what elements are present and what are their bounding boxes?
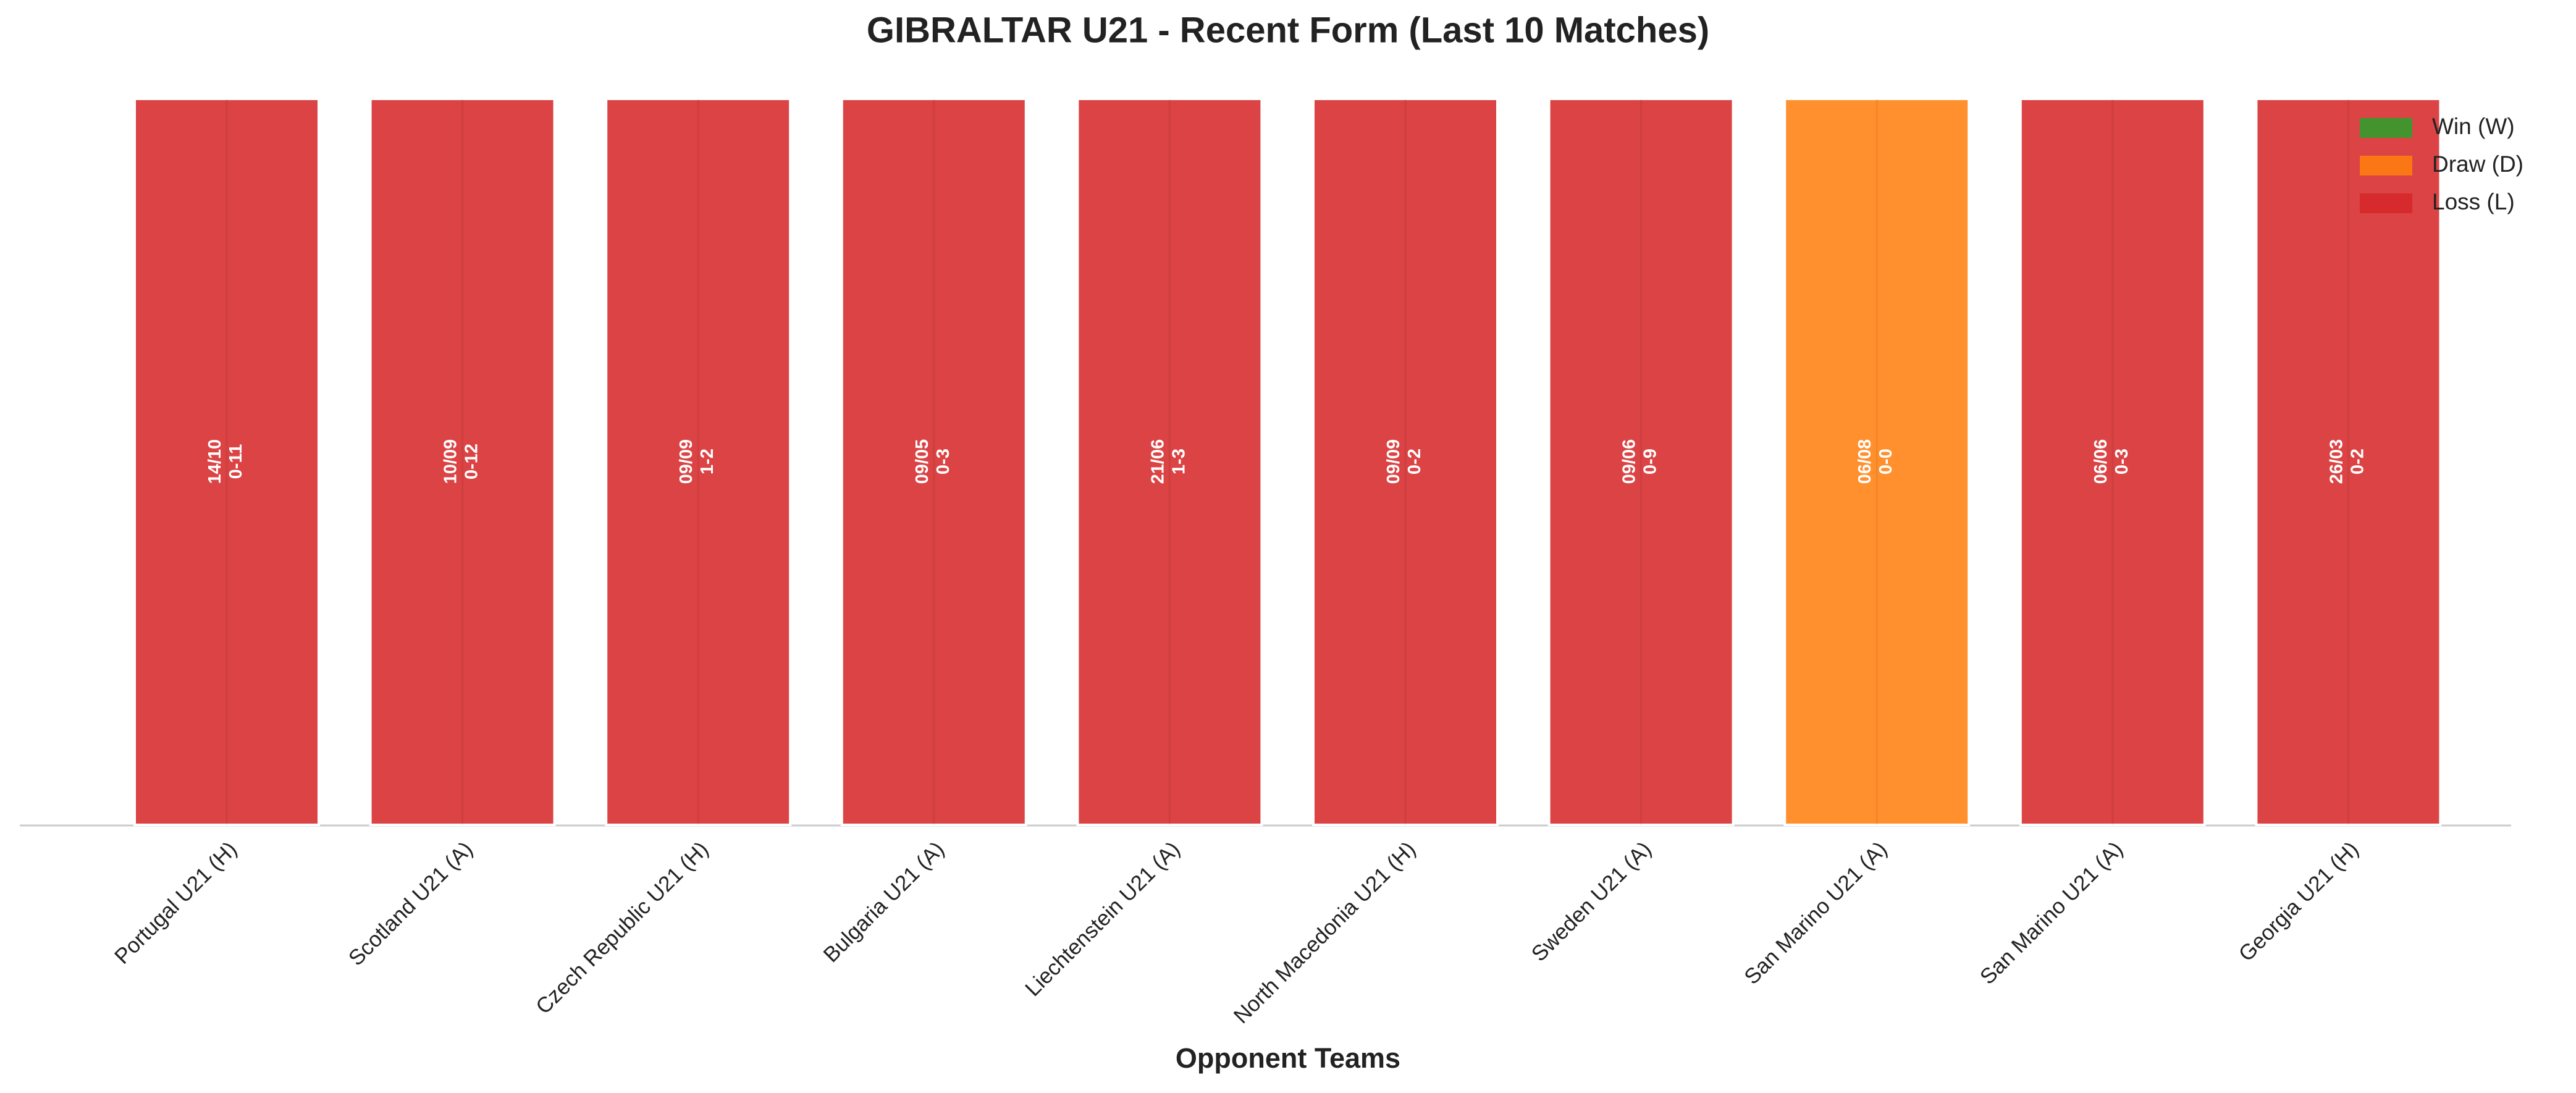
- bar-label: 14/10 0-11: [205, 439, 246, 484]
- bar: [605, 98, 792, 826]
- match-score: 1-2: [697, 449, 717, 475]
- match-score: 0-2: [1405, 449, 1425, 475]
- bar-label: 21/06 1-3: [1148, 439, 1189, 484]
- bar-label: 26/03 0-2: [2326, 439, 2367, 484]
- bar-label: 06/08 0-0: [1855, 439, 1896, 484]
- match-date: 21/06: [1148, 439, 1168, 484]
- bar-label: 09/05 0-3: [912, 439, 953, 484]
- bar-label: 09/09 0-2: [1384, 439, 1425, 484]
- bar: [1312, 98, 1499, 826]
- bar: [2255, 98, 2442, 826]
- match-score: 0-11: [226, 444, 246, 479]
- chart-title: GIBRALTAR U21 - Recent Form (Last 10 Mat…: [867, 10, 1709, 50]
- match-score: 1-3: [1169, 449, 1189, 475]
- match-score: 0-3: [933, 449, 953, 475]
- bar: [133, 98, 320, 826]
- match-score: 0-0: [1876, 449, 1896, 475]
- bar-label: 10/09 0-12: [441, 439, 482, 484]
- x-tick-label: Liechtenstein U21 (A): [1021, 837, 1185, 1002]
- match-score: 0-3: [2112, 449, 2132, 475]
- bar-label: 09/09 1-2: [676, 439, 717, 484]
- x-tick-label: Bulgaria U21 (A): [819, 837, 949, 968]
- bar: [1076, 98, 1263, 826]
- legend-swatch: [2360, 118, 2412, 138]
- legend-swatch: [2360, 193, 2412, 213]
- x-tick-label: San Marino U21 (A): [1740, 837, 1892, 989]
- bar: [2019, 98, 2206, 826]
- bar-label: 06/06 0-3: [2091, 439, 2132, 484]
- x-tick-label: Scotland U21 (A): [344, 837, 478, 971]
- legend-label: Loss (L): [2432, 189, 2515, 214]
- x-tick-label: North Macedonia U21 (H): [1229, 837, 1421, 1029]
- x-tick-label: Georgia U21 (H): [2234, 837, 2363, 966]
- bar: [369, 98, 556, 826]
- bar: [1783, 98, 1971, 826]
- x-tick-label: Sweden U21 (A): [1527, 837, 1656, 966]
- match-date: 09/06: [1620, 439, 1639, 484]
- match-date: 06/08: [1855, 439, 1875, 484]
- legend-swatch: [2360, 156, 2412, 175]
- legend-label: Draw (D): [2432, 151, 2523, 177]
- match-date: 10/09: [441, 439, 461, 484]
- match-date: 06/06: [2091, 439, 2111, 484]
- x-axis-title: Opponent Teams: [1176, 1042, 1400, 1074]
- match-score: 0-9: [1641, 449, 1661, 475]
- match-date: 09/05: [912, 439, 932, 484]
- match-score: 0-12: [462, 444, 482, 479]
- match-date: 14/10: [205, 439, 225, 484]
- legend-label: Win (W): [2432, 114, 2515, 139]
- match-score: 0-2: [2347, 449, 2367, 475]
- x-tick-label: Portugal U21 (H): [110, 837, 242, 969]
- match-date: 09/09: [1384, 439, 1404, 484]
- bar-label: 09/06 0-9: [1620, 439, 1661, 484]
- x-tick-label: San Marino U21 (A): [1976, 837, 2128, 989]
- x-tick-label: Czech Republic U21 (H): [531, 837, 713, 1019]
- match-date: 26/03: [2326, 439, 2346, 484]
- bar: [840, 98, 1027, 826]
- bar: [1547, 98, 1735, 826]
- match-date: 09/09: [676, 439, 696, 484]
